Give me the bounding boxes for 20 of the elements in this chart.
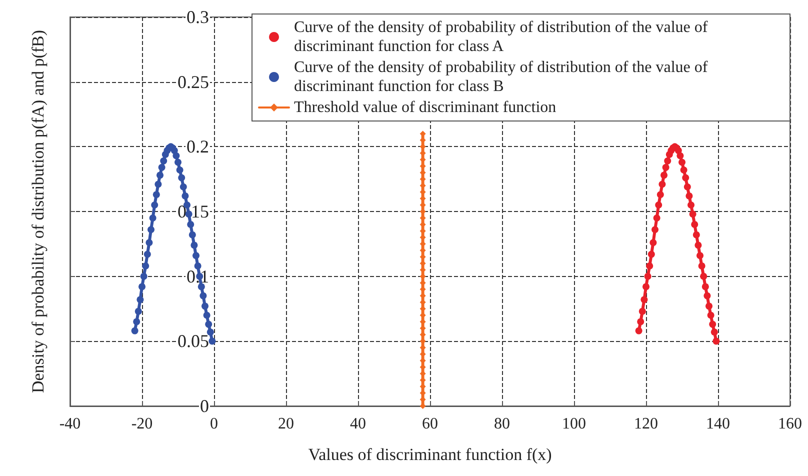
y-tick-label: 0 <box>200 396 209 416</box>
y-tick-label: 0.2 <box>186 136 209 157</box>
x-tick-label: 80 <box>494 416 510 432</box>
y-tick-label: 0.3 <box>186 7 209 27</box>
legend-label: Curve of the density of probability of distribution of the value of discriminant function for class B <box>294 59 712 95</box>
x-tick-label: -40 <box>59 416 81 432</box>
x-tick-label: 40 <box>350 416 366 432</box>
x-tick-label: 140 <box>706 416 730 432</box>
x-tick-label: 60 <box>422 416 438 432</box>
x-axis-title: Values of discriminant function f(x) <box>308 445 552 464</box>
x-tick-label: 120 <box>634 416 658 432</box>
legend-label: Threshold value of discriminant function <box>294 99 556 116</box>
legend-label: Curve of the density of probability of distribution of the value of discriminant function for class A <box>294 19 712 55</box>
x-tick-label: 20 <box>278 416 294 432</box>
x-tick-label: -20 <box>131 416 153 432</box>
y-axis-title: Density of probability of distribution p(fA) and p(fB) <box>28 30 48 394</box>
x-tick-label: 160 <box>778 416 802 432</box>
x-tick-label: 100 <box>562 416 586 432</box>
y-tick-label: 0.25 <box>178 72 209 92</box>
y-tick-label: 0.05 <box>178 331 209 352</box>
